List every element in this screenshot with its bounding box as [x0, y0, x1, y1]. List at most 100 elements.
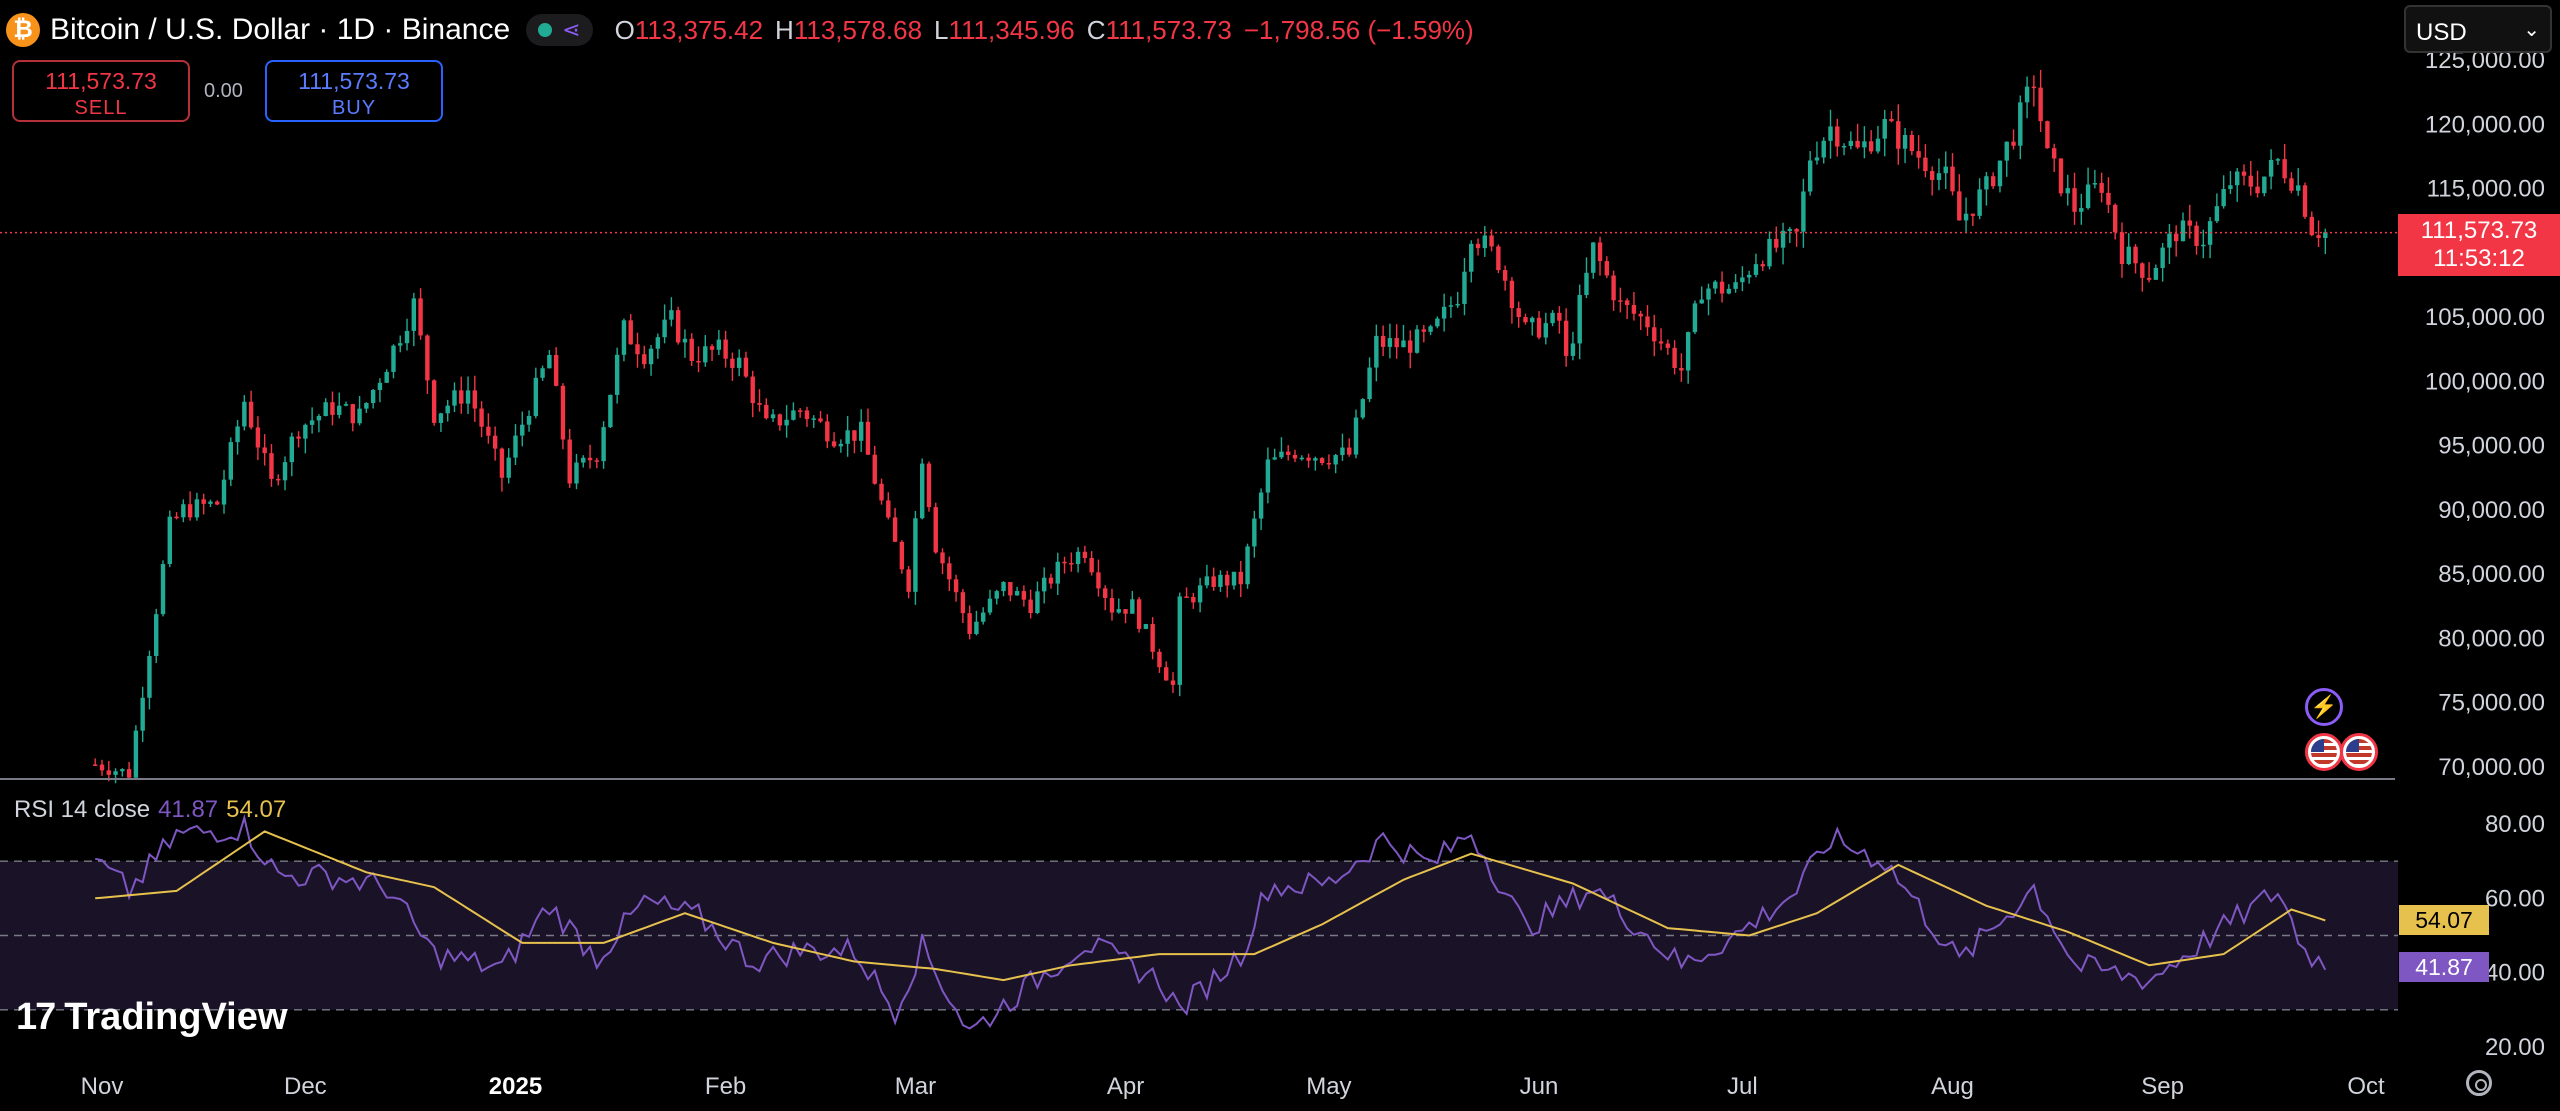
tradingview-logo[interactable]: 17 TradingView — [16, 996, 287, 1039]
candle-body — [1380, 335, 1386, 347]
candle-body — [1231, 571, 1237, 586]
candle-body — [1740, 277, 1745, 283]
candle-body — [926, 463, 932, 508]
candle-body — [1536, 317, 1542, 338]
us-flag-event-icon[interactable] — [2340, 733, 2378, 771]
candle-body — [1652, 327, 1657, 342]
candle-body — [913, 518, 918, 592]
candle-body — [1326, 462, 1332, 465]
candle-body — [1272, 457, 1277, 460]
candle-body — [1211, 576, 1216, 587]
candle-body — [486, 426, 491, 436]
candle-body — [2275, 159, 2281, 161]
candle-body — [1780, 230, 1786, 248]
us-flag-event-icon[interactable] — [2305, 733, 2343, 771]
symbol-title[interactable]: Bitcoin / U.S. Dollar · 1D · Binance — [50, 13, 511, 46]
sell-button[interactable]: 111,573.73 SELL — [12, 60, 190, 122]
candle-body — [282, 462, 288, 481]
candle-body — [1909, 135, 1915, 152]
candle-body — [465, 390, 471, 404]
candle-body — [1319, 458, 1325, 463]
candle-body — [1963, 213, 1969, 221]
candle-body — [791, 410, 796, 420]
candle-body — [255, 427, 261, 448]
candle-body — [1414, 329, 1420, 353]
candle-body — [1428, 326, 1433, 332]
candle-body — [770, 414, 776, 419]
price-tick-label: 105,000.00 — [2425, 304, 2545, 331]
currency-select[interactable]: USD ⌄ — [2404, 5, 2552, 53]
price-tick-label: 75,000.00 — [2438, 690, 2545, 717]
candle-body — [581, 457, 586, 463]
candle-body — [2153, 267, 2159, 280]
time-tick-label: Nov — [81, 1073, 124, 1100]
candle-body — [2214, 206, 2220, 222]
spread-value: 0.00 — [204, 80, 243, 102]
price-tick-label: 120,000.00 — [2425, 111, 2545, 138]
candle-body — [1787, 229, 1793, 231]
candle-body — [248, 401, 254, 428]
rsi-ma-legend-value: 54.07 — [226, 796, 287, 823]
rsi-tick-label: 60.00 — [2485, 885, 2545, 912]
candle-body — [1774, 238, 1779, 248]
candle-body — [2248, 175, 2253, 187]
candle-body — [1482, 235, 1488, 249]
event-lightning-icon[interactable]: ⚡ — [2305, 688, 2343, 726]
candle-body — [594, 460, 600, 462]
rsi-legend[interactable]: RSI 14 close 41.87 54.07 — [14, 796, 286, 824]
candle-body — [2180, 220, 2186, 242]
candle-body — [1577, 294, 1582, 344]
candle-body — [221, 479, 227, 505]
candle-body — [2228, 185, 2233, 190]
candle-body — [113, 771, 118, 775]
candle-body — [764, 404, 769, 419]
candle-body — [1089, 557, 1094, 573]
candle-body — [506, 457, 511, 478]
candle-body — [845, 430, 850, 444]
candle-body — [2241, 171, 2247, 176]
candle-body — [587, 457, 593, 461]
candle-body — [675, 310, 681, 343]
candle-body — [1347, 447, 1352, 455]
candle-body — [215, 501, 220, 505]
market-status-pill[interactable]: ⋖ — [526, 14, 593, 46]
candle-body — [1245, 546, 1250, 585]
candle-body — [947, 563, 952, 580]
chart-header: ₿ Bitcoin / U.S. Dollar · 1D · Binance ⋖… — [6, 10, 1474, 50]
candle-body — [1665, 343, 1671, 348]
candle-body — [1814, 157, 1820, 161]
candle-body — [1096, 572, 1101, 589]
close-value: 111,573.73 — [1105, 14, 1232, 45]
candle-body — [601, 427, 606, 462]
candle-body — [736, 357, 742, 368]
candle-body — [533, 377, 539, 416]
candle-body — [1801, 191, 1806, 232]
candle-body — [499, 448, 505, 478]
candle-body — [133, 730, 139, 778]
candle-body — [1950, 166, 1955, 192]
price-axis[interactable]: 70,000.00 75,000.00 80,000.00 85,000.00 90,0… — [2425, 47, 2545, 1061]
candle-body — [330, 402, 335, 415]
candle-body — [296, 436, 301, 439]
settings-gear-icon[interactable] — [2466, 1070, 2492, 1096]
buy-button[interactable]: 111,573.73 BUY — [265, 60, 443, 122]
candle-body — [1109, 598, 1115, 613]
candle-body — [228, 442, 233, 480]
candle-body — [425, 335, 430, 381]
candle-body — [235, 426, 240, 443]
candle-body — [479, 408, 484, 427]
candle-body — [1794, 229, 1799, 232]
candle-body — [1421, 329, 1426, 332]
candle-body — [1218, 574, 1223, 587]
candle-body — [1509, 280, 1515, 309]
candle-body — [1706, 288, 1711, 300]
tradingview-wordmark: TradingView — [64, 996, 288, 1038]
time-axis[interactable]: Nov Dec 2025 Feb Mar Apr May Jun Jul Aug Sep Oct — [81, 1073, 2385, 1100]
candle-body — [337, 405, 342, 415]
candle-body — [438, 413, 444, 423]
candle-body — [777, 414, 783, 426]
share-icon[interactable]: ⋖ — [562, 17, 581, 42]
last-price-label: 111,573.73 11:53:12 — [2398, 214, 2560, 276]
candle-body — [343, 404, 349, 406]
